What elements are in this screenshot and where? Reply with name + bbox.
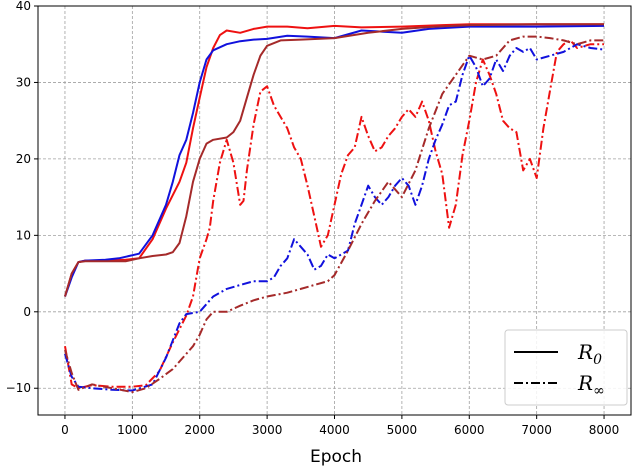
x-tick-label: 3000 bbox=[252, 423, 283, 437]
series-line-brown-dashdot bbox=[64, 35, 604, 394]
x-tick-label: 2000 bbox=[184, 423, 215, 437]
legend-subscript: ∞ bbox=[593, 383, 605, 399]
x-tick-label: 5000 bbox=[387, 423, 418, 437]
series-line-blue-dashdot bbox=[64, 43, 605, 392]
series-line-red-solid bbox=[64, 23, 604, 297]
series-lines bbox=[64, 23, 605, 394]
y-tick-label: 0 bbox=[23, 305, 31, 319]
y-tick-label: 30 bbox=[16, 75, 31, 89]
legend-box bbox=[504, 329, 628, 406]
plot-frame bbox=[37, 5, 632, 416]
y-tick-label: 40 bbox=[16, 0, 31, 13]
legend: R0R∞ bbox=[504, 329, 628, 406]
x-tick-label: 8000 bbox=[589, 423, 620, 437]
y-tick-label: 20 bbox=[16, 152, 31, 166]
x-tick-label: 6000 bbox=[454, 423, 485, 437]
legend-subscript: 0 bbox=[593, 352, 602, 368]
y-tick-label: −10 bbox=[6, 381, 31, 395]
x-tick-label: 4000 bbox=[319, 423, 350, 437]
x-tick-label: 1000 bbox=[117, 423, 148, 437]
series-line-brown-solid bbox=[64, 23, 604, 297]
series-line-red-dashdot bbox=[64, 39, 604, 390]
x-tick-label: 0 bbox=[61, 423, 69, 437]
y-tick-label: 10 bbox=[16, 228, 31, 242]
x-axis-label: Epoch bbox=[310, 447, 362, 467]
axis-ticks: 0 1000 2000 3000 4000 5000 6000 7000 8000 −10 0 10 2… bbox=[6, 0, 620, 437]
x-tick-label: 7000 bbox=[521, 423, 552, 437]
